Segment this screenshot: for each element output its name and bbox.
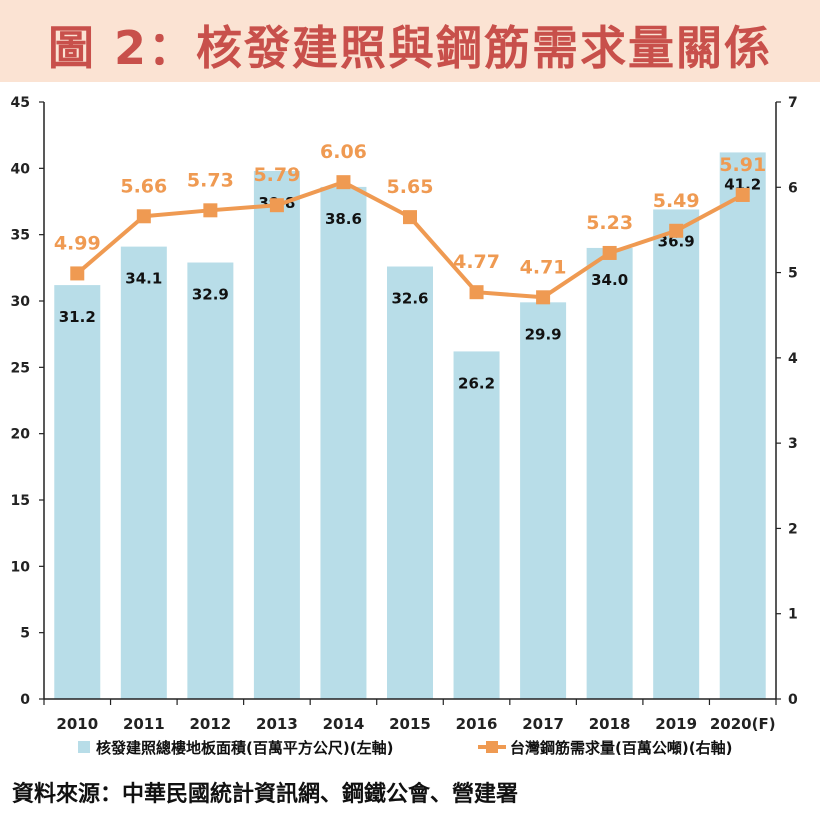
x-tick-label: 2015 bbox=[389, 715, 431, 733]
left-tick-label: 10 bbox=[11, 559, 31, 575]
legend-swatch-bar bbox=[78, 741, 90, 753]
x-tick-label: 2016 bbox=[456, 715, 498, 733]
left-tick-label: 30 bbox=[11, 294, 31, 310]
line-value-label: 5.79 bbox=[253, 164, 300, 186]
bar-value-label: 34.1 bbox=[125, 270, 162, 288]
bar-value-label: 41.2 bbox=[724, 175, 761, 193]
x-tick-label: 2017 bbox=[522, 715, 564, 733]
bar-value-label: 26.2 bbox=[458, 374, 495, 392]
left-tick-label: 40 bbox=[11, 161, 31, 177]
bar-value-label: 32.6 bbox=[391, 290, 428, 308]
bar-value-label: 38.6 bbox=[325, 210, 362, 228]
line-marker-2014 bbox=[336, 175, 351, 190]
left-tick-label: 0 bbox=[20, 692, 30, 708]
line-marker-2010 bbox=[70, 266, 85, 281]
chart-title: 圖 2：核發建照與鋼筋需求量關係 bbox=[47, 21, 773, 75]
line-value-label: 5.91 bbox=[719, 154, 766, 176]
left-tick-label: 15 bbox=[11, 493, 30, 509]
line-value-label: 5.23 bbox=[586, 212, 633, 234]
right-tick-label: 7 bbox=[788, 95, 798, 111]
bar-2016 bbox=[453, 351, 500, 699]
left-tick-label: 25 bbox=[11, 360, 30, 376]
bar-value-label: 32.9 bbox=[192, 286, 229, 304]
bar-2010 bbox=[54, 285, 101, 699]
bar-2019 bbox=[653, 209, 700, 699]
bar-value-label: 36.9 bbox=[658, 232, 695, 250]
x-tick-label: 2018 bbox=[589, 715, 631, 733]
bar-value-label: 31.2 bbox=[59, 308, 96, 326]
bar-2014 bbox=[320, 186, 367, 699]
x-tick-label: 2020(F) bbox=[710, 715, 776, 733]
line-marker-2017 bbox=[536, 290, 551, 305]
x-tick-label: 2011 bbox=[123, 715, 165, 733]
right-tick-label: 0 bbox=[788, 692, 798, 708]
line-marker-2016 bbox=[469, 285, 484, 300]
bar-2013 bbox=[253, 170, 300, 699]
line-marker-2015 bbox=[403, 210, 417, 225]
line-value-label: 5.49 bbox=[653, 190, 700, 212]
legend-label-bar: 核發建照總樓地板面積(百萬平方公尺)(左軸) bbox=[96, 739, 393, 757]
bar-2015 bbox=[387, 266, 433, 699]
legend-swatch-marker bbox=[486, 741, 498, 753]
bar-2017 bbox=[520, 302, 567, 699]
line-value-label: 5.65 bbox=[387, 176, 434, 198]
line-value-label: 4.71 bbox=[520, 256, 567, 278]
line-value-label: 4.99 bbox=[54, 232, 101, 254]
left-tick-label: 5 bbox=[20, 626, 30, 642]
right-tick-label: 1 bbox=[788, 607, 798, 623]
right-tick-label: 2 bbox=[788, 521, 798, 537]
line-marker-2011 bbox=[136, 209, 151, 224]
line-value-label: 4.77 bbox=[453, 251, 500, 273]
line-marker-2018 bbox=[602, 245, 617, 260]
left-tick-label: 20 bbox=[11, 427, 31, 443]
bar-2018 bbox=[586, 247, 633, 699]
x-tick-label: 2010 bbox=[56, 715, 98, 733]
x-tick-label: 2019 bbox=[655, 715, 697, 733]
source-note: 資料來源：中華民國統計資訊網、鋼鐵公會、營建署 bbox=[12, 782, 519, 807]
bar-2011 bbox=[120, 246, 167, 699]
line-marker-2020(F) bbox=[735, 187, 750, 202]
title-band bbox=[0, 0, 820, 82]
line-marker-2019 bbox=[669, 223, 684, 238]
right-tick-label: 5 bbox=[788, 266, 798, 282]
x-tick-label: 2013 bbox=[256, 715, 298, 733]
line-marker-2013 bbox=[269, 198, 284, 213]
bar-2012 bbox=[187, 262, 234, 699]
left-tick-label: 35 bbox=[11, 228, 30, 244]
left-tick-label: 45 bbox=[11, 95, 30, 111]
line-marker-2012 bbox=[203, 203, 218, 218]
bar-2020(F) bbox=[719, 152, 766, 699]
right-tick-label: 3 bbox=[788, 436, 798, 452]
right-tick-label: 6 bbox=[788, 180, 798, 196]
bar-value-label: 34.0 bbox=[591, 271, 628, 289]
line-value-label: 6.06 bbox=[320, 141, 367, 163]
legend-label-line: 台灣鋼筋需求量(百萬公噸)(右軸) bbox=[510, 739, 732, 757]
bar-value-label: 29.9 bbox=[525, 325, 562, 343]
x-tick-label: 2014 bbox=[323, 715, 365, 733]
right-tick-label: 4 bbox=[788, 351, 798, 367]
line-value-label: 5.66 bbox=[120, 175, 167, 197]
x-tick-label: 2012 bbox=[189, 715, 231, 733]
line-value-label: 5.73 bbox=[187, 169, 234, 191]
